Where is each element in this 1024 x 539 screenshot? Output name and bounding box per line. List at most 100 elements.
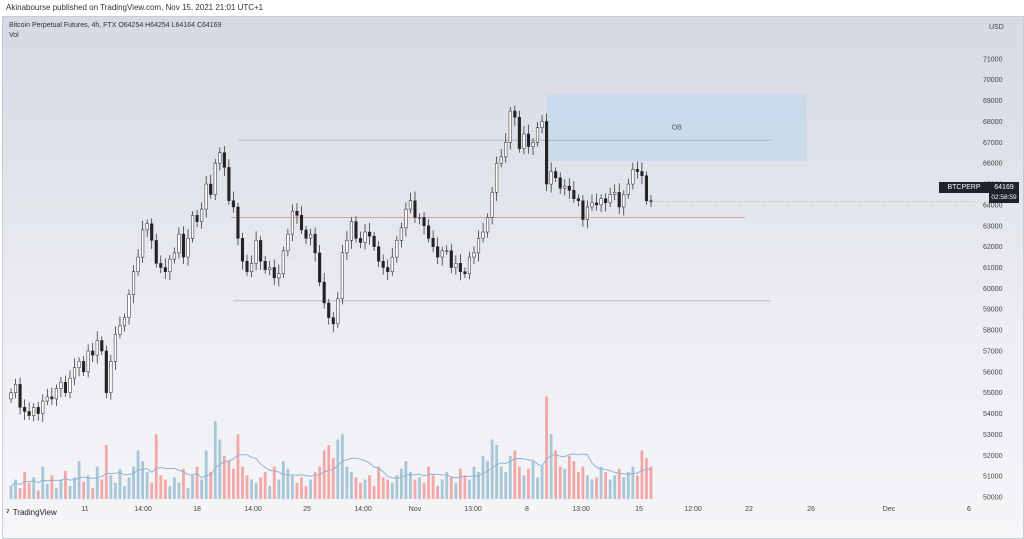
price-axis[interactable]: 50000 51000 52000 53000 54000 55000 56000 57000… [983,24,1004,502]
candle-up [504,142,508,158]
volume-bar [200,479,204,499]
candle-up [122,317,127,327]
candle-up [476,238,481,254]
candle-up [54,388,58,400]
volume-bar [427,466,430,499]
volume-bar [463,475,467,499]
candle-down [322,281,326,304]
chart-pane[interactable]: OB 50000 51000 52000 53000 54000 55000 56000 57… [2,16,1024,539]
candle-up [168,258,172,272]
volume-bar [350,472,353,499]
volume-bar [572,461,576,499]
candle-up [590,202,594,208]
tradingview-logo[interactable]: ⁷ TradingView [6,507,57,517]
volume-bar [222,455,226,499]
volume-bar [318,466,322,499]
volume-bar [32,477,36,499]
volume-bar [36,490,40,499]
candle-up [32,407,36,416]
time-tick-label: 13:00 [572,506,590,513]
volume-bar [617,468,621,499]
volume-bar [540,466,544,499]
volume-bar [399,468,403,499]
volume-bar [272,466,276,499]
candle-down [331,317,335,325]
volume-bar [73,477,76,499]
price-tick-label: 70000 [983,77,1003,84]
chart-legend[interactable]: Bitcoin Perpetual Futures, 4h, FTX O6425… [9,21,221,41]
volume-bar [136,450,140,499]
price-tick-label: 71000 [983,56,1003,63]
candle-down [304,229,308,239]
time-tick-label: 22 [745,506,753,513]
candle-down [163,267,167,272]
time-tick-label: 14:00 [134,506,152,513]
volume-legend[interactable]: Vol [9,32,19,39]
time-tick-label: 11 [81,506,88,513]
candle-down [299,215,304,231]
volume-bar [268,486,272,499]
volume-bar [50,475,54,499]
volume-bar [586,475,589,499]
candle-down [181,233,186,258]
volume-bar [622,477,626,499]
candle-up [454,263,458,268]
price-tick-label: 55000 [983,390,1003,397]
candle-down [195,215,199,222]
candle-down [313,233,317,254]
candles-layer [9,105,975,423]
volume-bar [218,439,222,499]
volume-bar [472,466,476,499]
candle-up [218,152,222,164]
volume-bar [449,477,453,499]
volume-bar [645,457,648,499]
symbol-line[interactable]: Bitcoin Perpetual Futures, 4h, FTX O6425… [9,22,222,29]
volume-bar [68,486,72,499]
candle-down [526,133,530,147]
candle-up [254,240,258,264]
candle-up [349,221,353,241]
volume-bar [604,472,608,499]
volume-bar [563,468,567,499]
price-tick-label: 69000 [983,98,1003,105]
volume-bar [381,477,385,499]
volume-bar [300,477,303,499]
volume-bar [204,450,208,499]
candle-down [227,167,231,201]
volume-bar [154,434,158,499]
candle-down [63,382,68,393]
price-tick-label: 60000 [983,286,1003,293]
price-tick-label: 61000 [983,265,1003,272]
candle-down [209,183,213,195]
volume-bar [259,477,263,499]
candle-down [576,198,580,201]
candle-up [86,350,90,373]
candle-down [458,263,462,272]
volume-bar [440,479,444,499]
candle-up [118,325,122,335]
volume-bar [281,461,285,499]
candle-up [481,231,485,239]
price-tick-label: 56000 [983,369,1003,376]
volume-bar [549,434,553,499]
volume-bar [595,477,598,499]
candle-up [113,334,117,362]
volume-bar [522,475,526,499]
price-tick-label: 52000 [983,453,1003,460]
volume-bar [236,434,240,499]
candle-up [404,208,408,229]
volume-bar [590,479,594,499]
time-axis[interactable]: 11 14:00 18 14:00 25 14:00 Nov 13:00 8 13:00 15 12:… [81,506,971,513]
candle-down [245,260,249,272]
volume-bar [635,475,639,499]
candlestick-chart[interactable]: OB 50000 51000 52000 53000 54000 55000 56000 57… [3,17,1023,538]
time-tick-label: 13:00 [464,506,482,513]
candle-up [268,267,272,270]
volume-bar [626,472,630,499]
candle-down [422,217,426,227]
volume-bar [322,450,326,499]
candle-up [172,252,176,260]
candle-up [522,133,526,149]
candle-up [585,206,590,220]
candle-down [36,407,40,414]
